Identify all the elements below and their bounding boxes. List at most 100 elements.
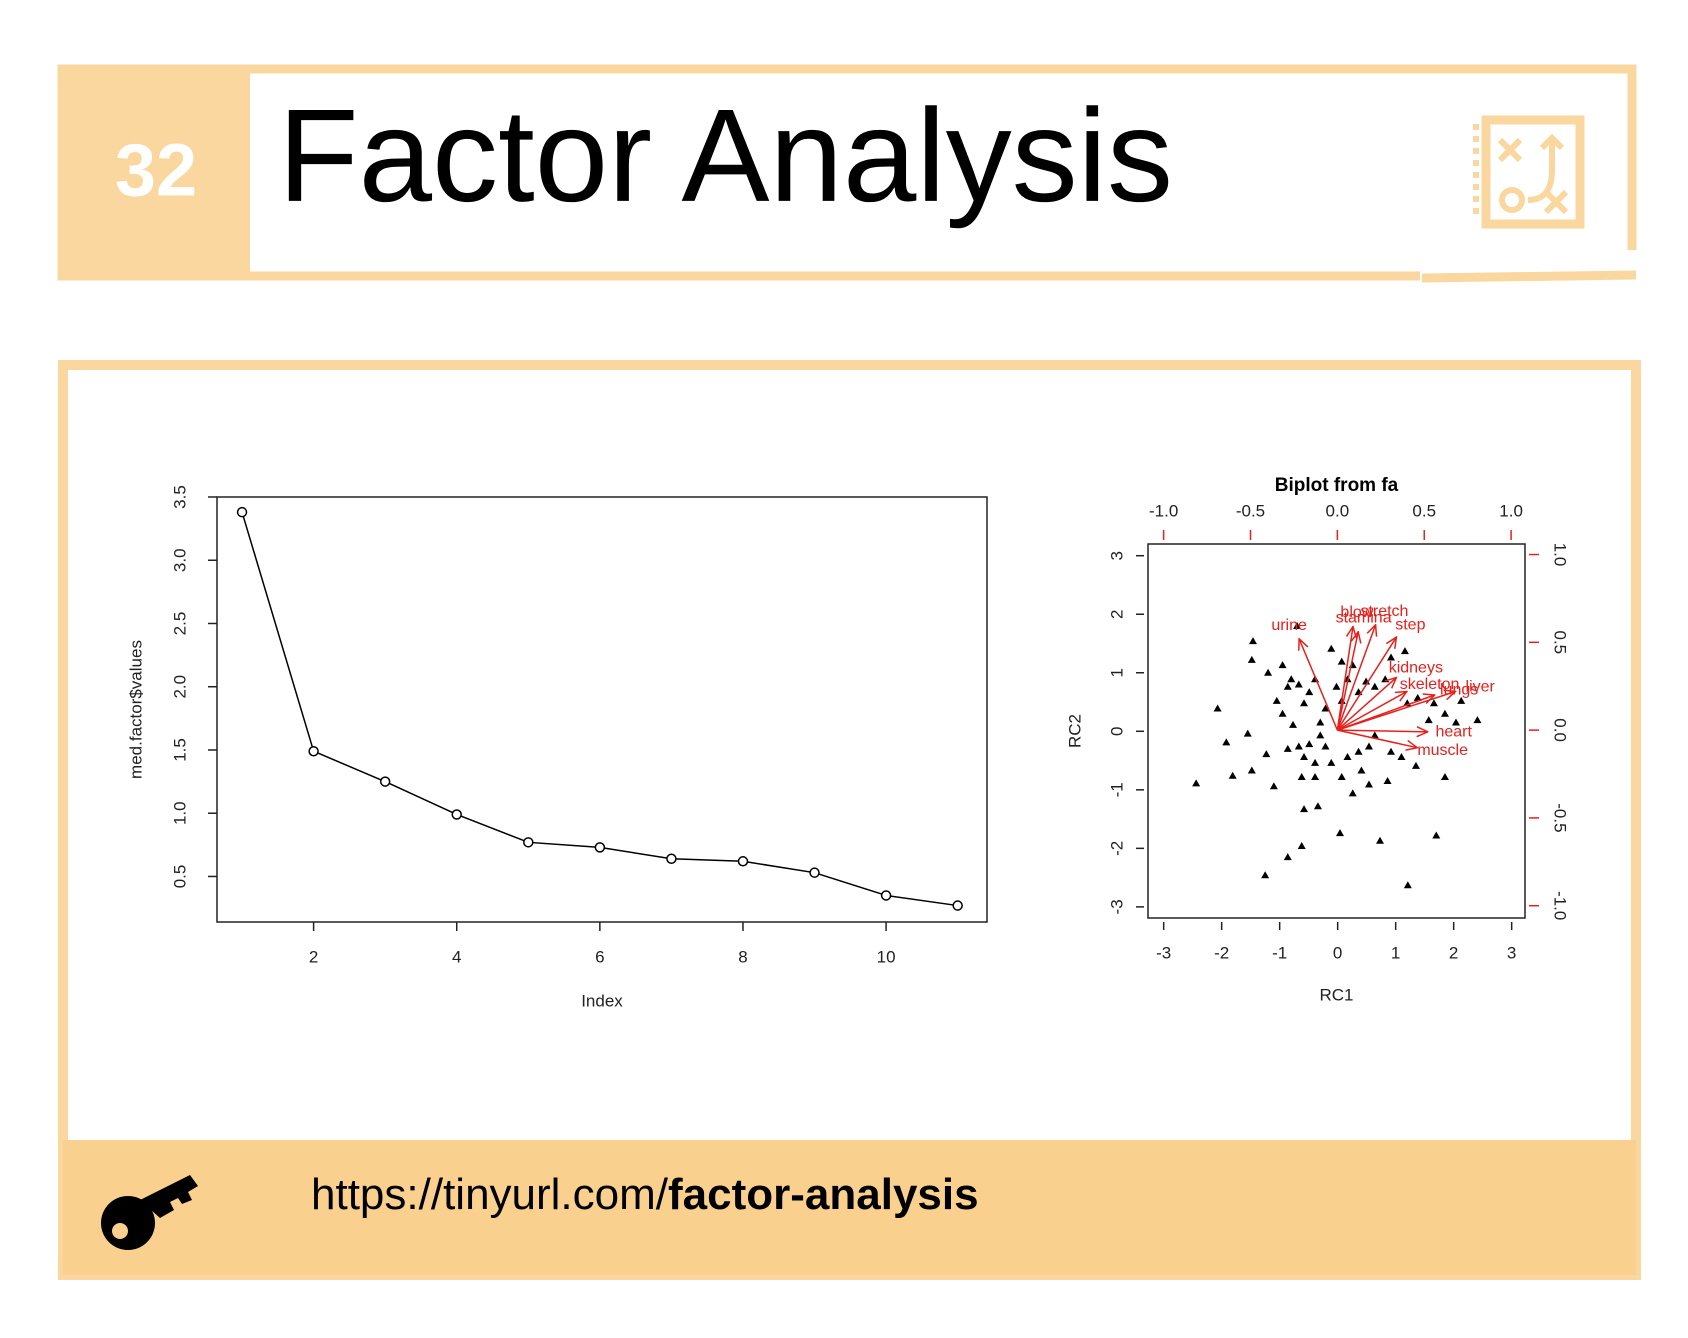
- loading-label: kidneys: [1389, 659, 1443, 676]
- data-point: [809, 867, 820, 878]
- loading-arrow: [1337, 730, 1427, 732]
- y2-tick-label: 1.0: [1551, 543, 1570, 567]
- score-point: [1424, 716, 1433, 724]
- data-point: [236, 506, 248, 518]
- loading-arrow: [1336, 632, 1358, 731]
- loading-label: stamina: [1336, 609, 1392, 626]
- loading-arrow: [1336, 625, 1375, 731]
- y-tick-label: 1.0: [170, 801, 189, 825]
- score-point: [1283, 744, 1292, 752]
- loading-arrow: [1337, 691, 1455, 731]
- score-point: [1294, 680, 1303, 688]
- loading-arrow: [1336, 637, 1396, 731]
- loading-label: liver: [1466, 678, 1496, 695]
- score-point: [1397, 753, 1406, 761]
- y-tick-label: 3.5: [170, 485, 189, 509]
- data-point: [523, 837, 534, 848]
- data-point: [666, 853, 677, 865]
- score-point: [1228, 771, 1237, 779]
- url-slug[interactable]: factor-analysis: [668, 1170, 979, 1219]
- score-point: [1289, 720, 1297, 728]
- x-tick-label: 4: [452, 947, 461, 966]
- score-point: [1247, 655, 1256, 663]
- score-point: [1316, 718, 1325, 726]
- score-point: [1413, 693, 1422, 701]
- loading-label: heart: [1435, 723, 1472, 740]
- x-tick-label: -1: [1272, 943, 1287, 962]
- header-underline: [1421, 270, 1637, 283]
- data-point: [308, 745, 319, 757]
- score-point: [1222, 738, 1231, 746]
- x2-tick-label: -1.0: [1149, 501, 1178, 520]
- y-tick-label: -2: [1107, 841, 1126, 856]
- x-tick-label: -3: [1156, 943, 1171, 962]
- score-point: [1297, 772, 1306, 780]
- score-point: [1294, 742, 1303, 750]
- y-tick-label: 1.5: [170, 738, 189, 762]
- footer-link[interactable]: https://tinyurl.com/factor-analysis: [311, 1170, 979, 1219]
- y-tick-label: 2.5: [170, 612, 189, 636]
- data-point: [880, 890, 892, 901]
- score-point: [1321, 742, 1330, 750]
- score-point: [1332, 682, 1341, 690]
- y2-tick-label: 0.5: [1551, 631, 1570, 655]
- loading-arrow: [1336, 677, 1396, 731]
- score-point: [1387, 747, 1396, 755]
- x2-tick-label: 1.0: [1499, 501, 1523, 520]
- score-point: [1327, 758, 1336, 766]
- score-point: [1376, 836, 1384, 844]
- score-point: [1348, 789, 1357, 797]
- score-point: [1283, 682, 1292, 690]
- header-icon: [1473, 115, 1585, 229]
- score-point: [1297, 842, 1306, 850]
- loading-arrow: [1299, 639, 1339, 731]
- score-point: [1403, 881, 1412, 889]
- score-point: [1354, 747, 1363, 755]
- score-point: [1370, 731, 1379, 739]
- y-tick-label: 2.0: [170, 675, 189, 699]
- x-tick-label: -2: [1214, 943, 1229, 962]
- score-point: [1283, 853, 1292, 861]
- y-tick-label: 2: [1107, 610, 1126, 619]
- loading-arrow: [1337, 691, 1406, 731]
- score-point: [1370, 682, 1379, 690]
- score-point: [1243, 729, 1252, 737]
- score-point: [1213, 704, 1222, 712]
- x2-tick-label: -0.5: [1236, 501, 1265, 520]
- loading-label: muscle: [1417, 742, 1468, 759]
- score-point: [1272, 696, 1281, 704]
- y-axis-label: RC2: [1065, 714, 1084, 748]
- x-tick-label: 0: [1333, 943, 1342, 962]
- score-point: [1287, 675, 1296, 683]
- score-point: [1335, 829, 1344, 837]
- y-tick-label: 3.0: [170, 548, 189, 572]
- score-point: [1300, 699, 1309, 707]
- score-point: [1327, 644, 1336, 652]
- loading-label: stretch: [1360, 603, 1408, 620]
- y2-tick-label: 0.0: [1551, 718, 1570, 742]
- score-point: [1383, 777, 1392, 785]
- data-point: [451, 809, 462, 820]
- score-point: [1343, 753, 1352, 761]
- plot-frame: [216, 496, 988, 923]
- score-point: [1305, 740, 1314, 748]
- key-icon: [101, 1175, 198, 1250]
- slide-number: 32: [115, 129, 197, 212]
- data-point: [737, 856, 749, 867]
- score-point: [1264, 668, 1273, 676]
- url-prefix[interactable]: https://tinyurl.com/: [311, 1170, 669, 1219]
- x-tick-label: 2: [1449, 943, 1458, 962]
- loading-label: urine: [1271, 617, 1307, 634]
- score-point: [1261, 871, 1270, 879]
- loading-arrow: [1337, 729, 1417, 748]
- y-tick-label: -1: [1107, 782, 1126, 797]
- x2-tick-label: 0.0: [1326, 501, 1350, 520]
- x-axis-label: RC1: [1319, 985, 1353, 1004]
- score-point: [1400, 647, 1409, 655]
- chart-title: Biplot from fa: [1275, 475, 1399, 496]
- score-point: [1278, 709, 1287, 717]
- score-point: [1311, 772, 1320, 780]
- y-tick-label: 3: [1107, 551, 1126, 560]
- y-tick-label: -3: [1107, 899, 1126, 914]
- score-point: [1364, 742, 1373, 750]
